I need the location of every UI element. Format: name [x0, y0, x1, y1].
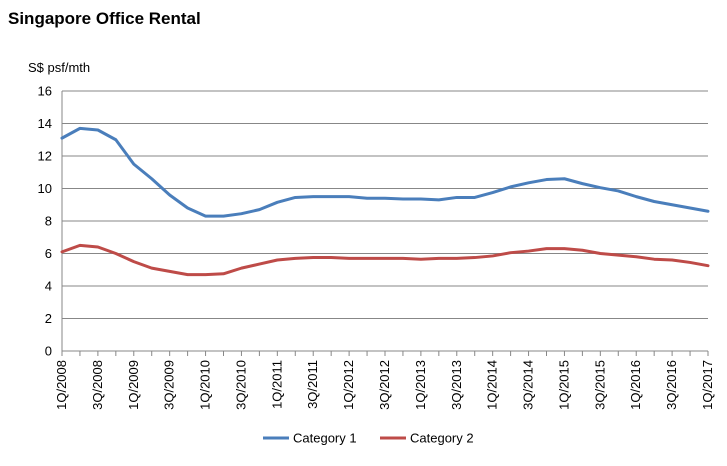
- y-tick-label: 12: [38, 149, 52, 164]
- x-tick-label: 1Q/2010: [198, 360, 213, 410]
- x-tick-label: 3Q/2016: [664, 360, 679, 410]
- x-tick-label: 3Q/2012: [377, 360, 392, 410]
- y-tick-label: 0: [45, 344, 52, 359]
- x-tick-label: 3Q/2010: [233, 360, 248, 410]
- x-tick-label: 1Q/2009: [126, 360, 141, 410]
- gridlines: [62, 90, 708, 319]
- y-tick-label: 14: [38, 116, 52, 131]
- y-tick-label: 8: [45, 214, 52, 229]
- x-tick-label: 1Q/2014: [485, 360, 500, 410]
- y-axis-label: S$ psf/mth: [28, 60, 90, 75]
- legend-label-1: Category 1: [293, 431, 357, 446]
- axes: [61, 91, 709, 356]
- y-tick-label: 10: [38, 181, 52, 196]
- x-tick-label: 1Q/2013: [413, 360, 428, 410]
- legend-label-2: Category 2: [410, 431, 474, 446]
- series-line-1: [60, 126, 710, 218]
- legend: Category 1 Category 2: [263, 431, 474, 446]
- x-tick-label: 3Q/2008: [90, 360, 105, 410]
- x-tick-label: 1Q/2008: [54, 360, 69, 410]
- chart-title: Singapore Office Rental: [8, 9, 201, 28]
- x-tick-label: 1Q/2015: [556, 360, 571, 410]
- x-tick-label: 3Q/2015: [592, 360, 607, 410]
- x-tick-label: 1Q/2017: [700, 360, 715, 410]
- x-tick-label: 3Q/2011: [305, 360, 320, 409]
- x-tick-label: 1Q/2016: [628, 360, 643, 410]
- x-tick-label: 3Q/2014: [521, 360, 536, 410]
- x-tick-label: 1Q/2012: [341, 360, 356, 410]
- y-tick-labels: 0 2 4 6 8 10 12 14 16: [38, 84, 52, 359]
- x-tick-label: 1Q/2011: [269, 360, 284, 409]
- y-tick-label: 16: [38, 84, 52, 99]
- series-lines: [60, 126, 710, 277]
- y-tick-label: 2: [45, 311, 52, 326]
- x-tick-labels: 1Q/2008 3Q/2008 1Q/2009 3Q/2009 1Q/2010 3Q/20…: [54, 360, 715, 410]
- x-tick-label: 3Q/2009: [162, 360, 177, 410]
- y-tick-label: 4: [45, 279, 52, 294]
- x-tick-label: 3Q/2013: [449, 360, 464, 410]
- y-tick-label: 6: [45, 246, 52, 261]
- series-line-2: [60, 243, 710, 277]
